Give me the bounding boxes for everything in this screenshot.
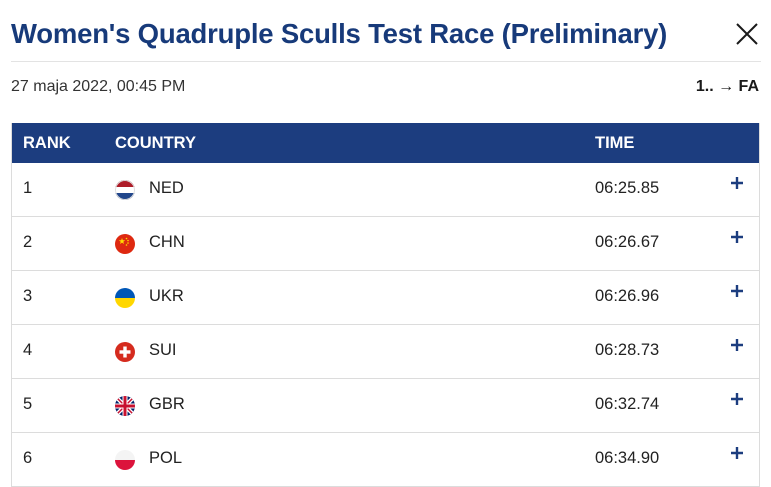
plus-icon — [731, 231, 743, 243]
flag-ned-icon — [115, 180, 135, 200]
time-cell: 06:28.73 — [595, 341, 660, 359]
table-row[interactable]: 2 CHN 06:26.67 — [12, 217, 759, 271]
rank-cell: 4 — [23, 341, 33, 359]
time-cell: 06:26.96 — [595, 287, 660, 305]
table-row[interactable]: 1 NED 06:25.85 — [12, 163, 759, 217]
expand-button[interactable] — [728, 444, 746, 462]
country-cell: POL — [149, 449, 183, 467]
plus-icon — [731, 393, 743, 405]
expand-button[interactable] — [728, 174, 746, 192]
expand-button[interactable] — [728, 282, 746, 300]
country-cell: NED — [149, 179, 184, 197]
plus-icon — [731, 177, 743, 189]
close-button[interactable] — [733, 20, 761, 48]
table-row[interactable]: 6 POL 06:34.90 — [12, 433, 759, 487]
expand-button[interactable] — [728, 336, 746, 354]
country-cell: CHN — [149, 233, 185, 251]
table-row[interactable]: 5 GBR 06:32.74 — [12, 379, 759, 433]
plus-icon — [731, 285, 743, 297]
flag-chn-icon — [115, 234, 135, 254]
plus-icon — [731, 339, 743, 351]
flag-ukr-icon — [115, 288, 135, 308]
flag-sui-icon — [115, 342, 135, 362]
column-header-country: COUNTRY — [115, 134, 196, 152]
progression-label: 1.. → FA — [695, 78, 759, 95]
results-table: RANK COUNTRY TIME 1 NED 06:25.85 2 CHN 0… — [11, 123, 760, 487]
rank-cell: 5 — [23, 395, 33, 413]
country-cell: SUI — [149, 341, 177, 359]
rank-cell: 1 — [23, 179, 33, 197]
country-cell: UKR — [149, 287, 184, 305]
close-icon — [736, 23, 758, 45]
rank-cell: 3 — [23, 287, 33, 305]
table-row[interactable]: 4 SUI 06:28.73 — [12, 325, 759, 379]
time-cell: 06:26.67 — [595, 233, 660, 251]
column-header-time: TIME — [595, 134, 635, 152]
table-header: RANK COUNTRY TIME — [12, 123, 759, 163]
table-row[interactable]: 3 UKR 06:26.96 — [12, 271, 759, 325]
flag-gbr-icon — [115, 396, 135, 416]
plus-icon — [731, 447, 743, 459]
divider — [11, 61, 761, 62]
time-cell: 06:25.85 — [595, 179, 660, 197]
page-title: Women's Quadruple Sculls Test Race (Prel… — [11, 18, 668, 49]
time-cell: 06:34.90 — [595, 449, 660, 467]
expand-button[interactable] — [728, 390, 746, 408]
time-cell: 06:32.74 — [595, 395, 660, 413]
flag-pol-icon — [115, 450, 135, 470]
expand-button[interactable] — [728, 228, 746, 246]
country-cell: GBR — [149, 395, 185, 413]
column-header-rank: RANK — [23, 134, 71, 152]
race-date: 27 maja 2022, 00:45 PM — [11, 78, 186, 95]
rank-cell: 6 — [23, 449, 33, 467]
rank-cell: 2 — [23, 233, 33, 251]
